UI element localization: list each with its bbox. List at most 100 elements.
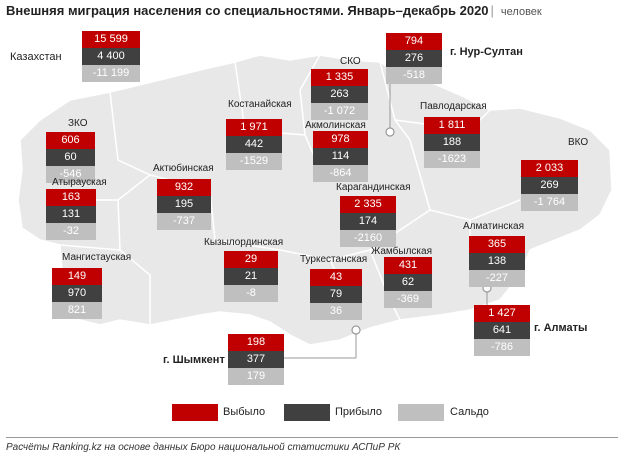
value-bal-kyzylorda: -8 (224, 285, 278, 302)
region-label-almaty-city: г. Алматы (534, 322, 588, 334)
value-bal-atyrau: -32 (46, 223, 96, 240)
value-bal-akmola: -864 (313, 165, 368, 182)
value-in-shymkent: 377 (228, 351, 284, 368)
value-out-karaganda: 2 335 (340, 196, 396, 213)
region-label-kostanay: Костанайская (228, 99, 292, 110)
value-bal-mangistau: 821 (52, 302, 102, 319)
value-in-turkestan: 79 (310, 286, 362, 303)
value-in-zhambyl: 62 (384, 274, 432, 291)
region-label-turkestan: Туркестанская (300, 254, 368, 265)
region-label-kyzylorda: Кызылординская (204, 237, 284, 248)
value-bal-karaganda: -2160 (340, 230, 396, 247)
value-bal-vko: -1 764 (521, 194, 578, 211)
stack-zko: 606 60 -546 (46, 132, 95, 183)
legend-swatch-in (284, 404, 330, 421)
stack-kyzylorda: 29 21 -8 (224, 251, 278, 302)
value-in-mangistau: 970 (52, 285, 102, 302)
region-label-vko: ВКО (568, 137, 589, 148)
value-out-zko: 606 (46, 132, 95, 149)
legend: Выбыло Прибыло Сальдо (0, 404, 624, 424)
value-in-kyzylorda: 21 (224, 268, 278, 285)
value-bal-aktobe: -737 (157, 213, 211, 230)
value-out-atyrau: 163 (46, 189, 96, 206)
region-label-kazakhstan: Казахстан (10, 51, 62, 63)
value-in-akmola: 114 (313, 148, 368, 165)
value-in-kostanay: 442 (226, 136, 282, 153)
region-label-aktobe: Актюбинская (153, 163, 214, 174)
region-label-akmola: Акмолинская (305, 120, 366, 131)
marker-shymkent (351, 325, 361, 335)
region-label-sko: СКО (340, 56, 361, 67)
stack-almaty-obl: 365 138 -227 (469, 236, 525, 287)
stack-vko: 2 033 269 -1 764 (521, 160, 578, 211)
value-in-almaty-obl: 138 (469, 253, 525, 270)
value-out-kostanay: 1 971 (226, 119, 282, 136)
stack-zhambyl: 431 62 -369 (384, 257, 432, 308)
stack-shymkent: 198 377 179 (228, 334, 284, 385)
value-in-karaganda: 174 (340, 213, 396, 230)
title-separator: | (490, 3, 494, 18)
value-out-nur-sultan: 794 (386, 33, 442, 50)
legend-swatch-out (172, 404, 218, 421)
stack-turkestan: 43 79 36 (310, 269, 362, 320)
region-label-mangistau: Мангистауская (62, 252, 132, 263)
value-in-pavlodar: 188 (424, 134, 480, 151)
value-bal-zhambyl: -369 (384, 291, 432, 308)
value-bal-almaty-obl: -227 (469, 270, 525, 287)
value-bal-shymkent: 179 (228, 368, 284, 385)
region-label-nur-sultan: г. Нур-Султан (450, 46, 523, 58)
value-bal-nur-sultan: -518 (386, 67, 442, 84)
stack-sko: 1 335 263 -1 072 (311, 69, 368, 120)
value-out-mangistau: 149 (52, 268, 102, 285)
value-in-sko: 263 (311, 86, 368, 103)
value-out-pavlodar: 1 811 (424, 117, 480, 134)
region-label-zko: ЗКО (68, 118, 88, 129)
value-out-kazakhstan: 15 599 (82, 31, 140, 48)
value-in-almaty-city: 641 (474, 322, 530, 339)
stack-aktobe: 932 195 -737 (157, 179, 211, 230)
source-note: Расчёты Ranking.kz на основе данных Бюро… (6, 442, 401, 453)
value-out-almaty-city: 1 427 (474, 305, 530, 322)
unit-label: человек (500, 6, 542, 18)
region-label-karaganda: Карагандинская (336, 182, 411, 193)
stack-almaty-city: 1 427 641 -786 (474, 305, 530, 356)
value-bal-almaty-city: -786 (474, 339, 530, 356)
marker-nur-sultan (385, 127, 395, 137)
value-bal-pavlodar: -1623 (424, 151, 480, 168)
region-label-pavlodar: Павлодарская (420, 101, 487, 112)
value-in-nur-sultan: 276 (386, 50, 442, 67)
stack-kostanay: 1 971 442 -1529 (226, 119, 282, 170)
legend-label-out: Выбыло (223, 406, 266, 418)
legend-swatch-bal (398, 404, 444, 421)
stack-akmola: 978 114 -864 (313, 131, 368, 182)
value-bal-turkestan: 36 (310, 303, 362, 320)
value-out-akmola: 978 (313, 131, 368, 148)
region-label-zhambyl: Жамбылская (371, 246, 432, 257)
stack-mangistau: 149 970 821 (52, 268, 102, 319)
stack-atyrau: 163 131 -32 (46, 189, 96, 240)
value-in-aktobe: 195 (157, 196, 211, 213)
value-in-vko: 269 (521, 177, 578, 194)
value-out-zhambyl: 431 (384, 257, 432, 274)
value-in-atyrau: 131 (46, 206, 96, 223)
stack-nur-sultan: 794 276 -518 (386, 33, 442, 84)
value-in-kazakhstan: 4 400 (82, 48, 140, 65)
value-out-aktobe: 932 (157, 179, 211, 196)
value-bal-kazakhstan: -11 199 (82, 65, 140, 82)
value-bal-sko: -1 072 (311, 103, 368, 120)
value-out-vko: 2 033 (521, 160, 578, 177)
value-out-almaty-obl: 365 (469, 236, 525, 253)
stack-kazakhstan: 15 599 4 400 -11 199 (82, 31, 140, 82)
region-label-atyrau: Атырауская (52, 177, 107, 188)
value-out-shymkent: 198 (228, 334, 284, 351)
region-label-shymkent: г. Шымкент (163, 354, 225, 366)
value-out-turkestan: 43 (310, 269, 362, 286)
legend-label-bal: Сальдо (450, 406, 489, 418)
value-bal-kostanay: -1529 (226, 153, 282, 170)
stack-karaganda: 2 335 174 -2160 (340, 196, 396, 247)
value-out-sko: 1 335 (311, 69, 368, 86)
legend-label-in: Прибыло (335, 406, 383, 418)
value-bal-zko: -546 (46, 166, 95, 183)
page-title: Внешняя миграция населения со специально… (6, 3, 542, 18)
value-in-zko: 60 (46, 149, 95, 166)
